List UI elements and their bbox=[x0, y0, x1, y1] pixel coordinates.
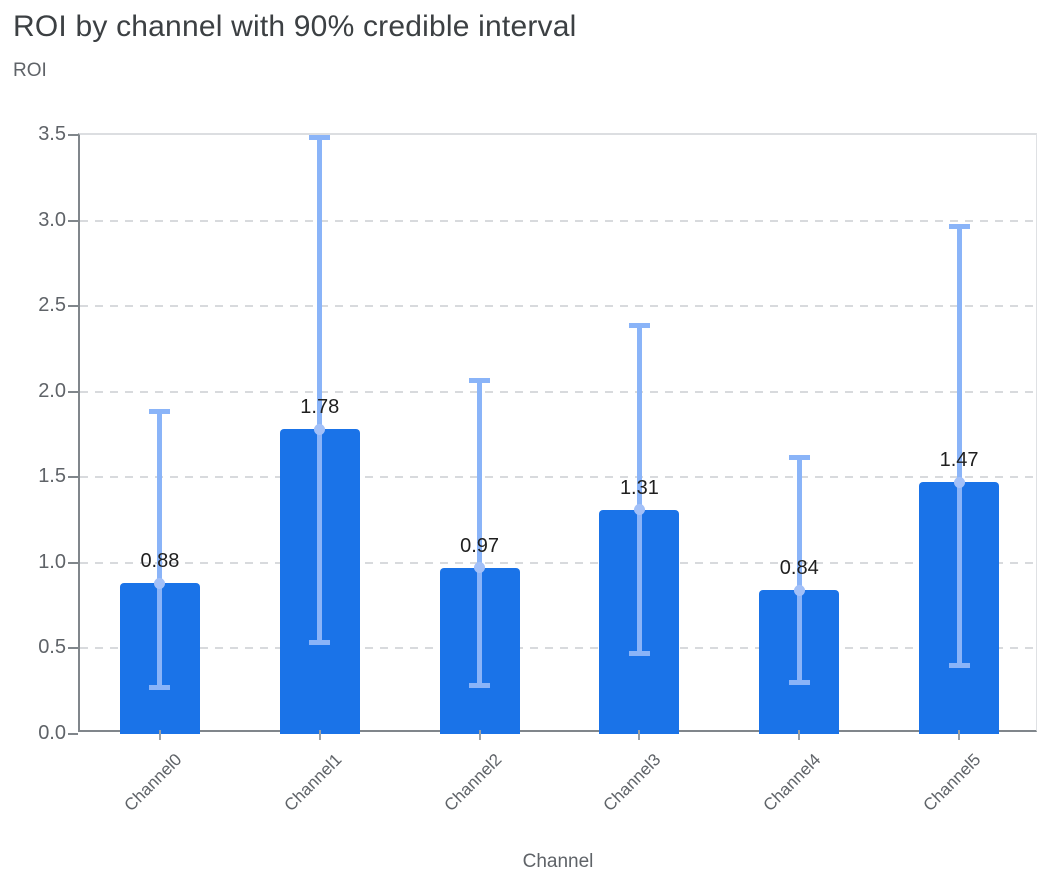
bar-value-label: 1.78 bbox=[300, 396, 340, 419]
error-bar-line bbox=[477, 379, 483, 687]
error-bar-line bbox=[956, 225, 962, 666]
y-axis-tick-label: 1.5 bbox=[38, 465, 66, 488]
error-bar-line bbox=[636, 324, 642, 654]
x-axis-tick bbox=[318, 730, 321, 740]
x-axis-tick-label: Channel3 bbox=[599, 750, 665, 815]
y-axis-tick-label: 2.0 bbox=[38, 379, 66, 402]
gridline bbox=[80, 561, 1036, 564]
mean-marker-dot bbox=[793, 584, 805, 596]
y-axis-tick bbox=[68, 219, 78, 222]
x-axis-title: Channel bbox=[522, 851, 594, 872]
x-axis-tick bbox=[638, 730, 641, 740]
x-axis-tick-label: Channel2 bbox=[440, 750, 506, 815]
x-axis-tick bbox=[158, 730, 161, 740]
gridline bbox=[80, 390, 1036, 393]
x-axis-tick-label: Channel5 bbox=[919, 750, 985, 815]
x-axis-tick bbox=[798, 730, 801, 740]
error-bar-line bbox=[796, 456, 802, 683]
bar-value-label: 0.97 bbox=[460, 534, 500, 557]
bar-value-label: 0.88 bbox=[140, 550, 180, 573]
error-bar-line bbox=[157, 410, 163, 688]
mean-marker-dot bbox=[314, 423, 326, 435]
y-axis-tick bbox=[68, 390, 78, 393]
y-axis-tick bbox=[68, 476, 78, 479]
plot-area: 0.0 0.5 1.0 1.5 2.0 2.5 3.0 3.5 0.88 Channel0 1.7… bbox=[38, 123, 1037, 872]
x-axis-tick-label: Channel1 bbox=[280, 750, 346, 815]
error-bar-lower-cap bbox=[469, 683, 491, 689]
gridline bbox=[80, 219, 1036, 222]
x-axis-tick-label: Channel0 bbox=[120, 750, 186, 815]
error-bar-upper-cap bbox=[628, 322, 650, 328]
bar-value-label: 1.31 bbox=[619, 476, 659, 499]
mean-marker-dot bbox=[474, 562, 486, 574]
error-bar-lower-cap bbox=[788, 679, 810, 685]
chart-title: ROI by channel with 90% credible interva… bbox=[13, 10, 577, 43]
y-axis-tick-label: 3.0 bbox=[38, 208, 66, 231]
error-bar-upper-cap bbox=[149, 408, 171, 414]
y-axis-tick bbox=[68, 647, 78, 650]
y-axis-tick-label: 1.0 bbox=[38, 550, 66, 573]
y-axis-title: ROI bbox=[13, 60, 47, 81]
gridline bbox=[80, 647, 1036, 650]
error-bar-line bbox=[317, 136, 323, 644]
y-axis-tick-label: 0.5 bbox=[38, 636, 66, 659]
error-bar-lower-cap bbox=[309, 640, 331, 646]
y-axis-tick bbox=[68, 733, 78, 735]
bar-value-label: 1.47 bbox=[939, 449, 979, 472]
mean-marker-dot bbox=[953, 476, 965, 488]
y-axis-tick-label: 2.5 bbox=[38, 294, 66, 317]
error-bar-upper-cap bbox=[788, 454, 810, 460]
bar-value-label: 0.84 bbox=[779, 557, 819, 580]
error-bar-upper-cap bbox=[469, 377, 491, 383]
x-axis-tick bbox=[958, 730, 961, 740]
y-axis-tick-label: 3.5 bbox=[38, 123, 66, 145]
y-axis-tick-label: 0.0 bbox=[38, 722, 66, 744]
y-axis-tick bbox=[68, 561, 78, 564]
gridline bbox=[80, 305, 1036, 308]
gridline bbox=[80, 476, 1036, 479]
y-axis-tick bbox=[68, 305, 78, 308]
error-bar-upper-cap bbox=[948, 223, 970, 229]
error-bar-lower-cap bbox=[628, 650, 650, 656]
x-axis-tick bbox=[478, 730, 481, 740]
y-axis-tick bbox=[68, 134, 78, 136]
mean-marker-dot bbox=[633, 504, 645, 516]
error-bar-lower-cap bbox=[149, 684, 171, 690]
error-bar-lower-cap bbox=[948, 662, 970, 668]
mean-marker-dot bbox=[154, 577, 166, 589]
x-axis-tick-label: Channel4 bbox=[759, 750, 825, 815]
error-bar-upper-cap bbox=[309, 134, 331, 140]
